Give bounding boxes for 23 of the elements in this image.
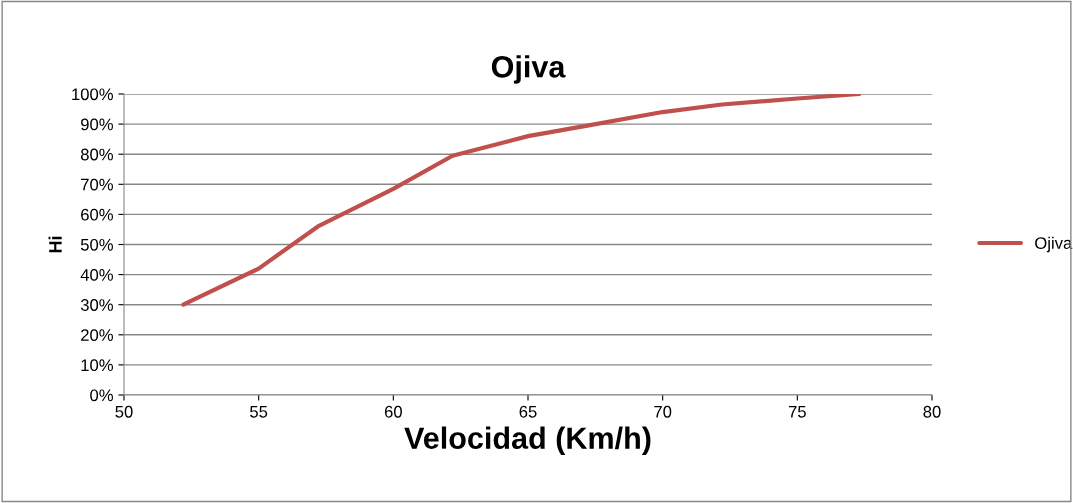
x-tick-label: 50 (115, 405, 133, 418)
legend-label: Ojiva (1035, 236, 1073, 253)
x-tick-label: 80 (923, 405, 941, 418)
y-tick-label: 60% (81, 208, 113, 221)
y-axis-title: Hi (48, 236, 62, 253)
x-tick-label: 65 (519, 405, 537, 418)
x-tick-label: 55 (250, 406, 268, 418)
y-tick-label: 70% (81, 178, 113, 191)
line-series (181, 94, 862, 307)
y-tick-label: 50% (80, 238, 113, 251)
x-axis-title: Velocidad (Km/h) (404, 426, 651, 455)
y-tick-label: 40% (80, 269, 113, 281)
y-tick-label: 80% (80, 148, 113, 161)
x-tick-label: 60 (384, 405, 402, 418)
chart-title: Ojiva (491, 55, 566, 84)
y-tick-label: 10% (81, 359, 113, 372)
y-tick-label: 100% (72, 88, 113, 101)
y-tick-label: 0% (90, 389, 113, 402)
x-tick-label: 70 (654, 405, 672, 418)
y-tick-label: 90% (81, 118, 113, 131)
y-tick-label: 20% (81, 329, 113, 341)
y-tick-label: 30% (80, 299, 113, 311)
x-tick-label: 75 (788, 406, 806, 418)
